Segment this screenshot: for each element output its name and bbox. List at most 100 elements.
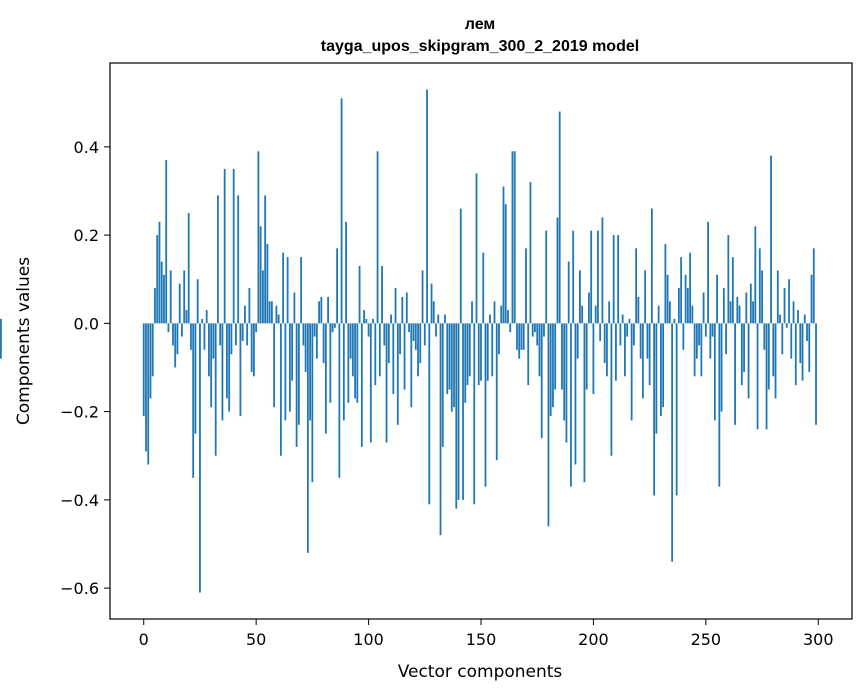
- bar-262: [731, 257, 734, 324]
- bar-74: [309, 323, 312, 421]
- bar-111: [392, 323, 395, 394]
- bar-135: [446, 323, 449, 394]
- bar-66: [291, 323, 294, 381]
- bar-13: [172, 323, 174, 346]
- bar-118: [408, 323, 410, 333]
- bar-87: [338, 323, 341, 478]
- bar-116: [403, 323, 406, 390]
- bar-165: [513, 151, 516, 324]
- bar-285: [783, 288, 786, 324]
- bar-50: [255, 323, 258, 333]
- bar-67: [293, 292, 296, 324]
- bar-51: [257, 151, 260, 324]
- bar-160: [502, 186, 505, 324]
- bar-17: [181, 323, 183, 337]
- bar-250: [704, 323, 707, 337]
- bar-225: [648, 323, 651, 386]
- bar-42: [237, 195, 240, 324]
- bar-134: [444, 314, 446, 324]
- bar-199: [590, 230, 593, 324]
- bar-184: [556, 217, 559, 324]
- bar-55: [266, 243, 269, 324]
- bar-36: [223, 168, 226, 324]
- bar-202: [597, 230, 599, 324]
- bar-94: [354, 323, 356, 399]
- bar-234: [668, 301, 671, 324]
- bar-143: [464, 323, 467, 403]
- bar-44: [241, 323, 244, 341]
- bar-278: [767, 323, 770, 390]
- bar-258: [722, 288, 725, 324]
- y-tick-label: −0.2: [60, 403, 99, 422]
- bar-151: [482, 252, 485, 324]
- bar-152: [484, 323, 487, 487]
- bar-264: [736, 296, 739, 324]
- bar-35: [221, 323, 224, 421]
- bar-290: [794, 323, 797, 386]
- bar-243: [689, 252, 692, 324]
- bar-185: [558, 111, 561, 324]
- bar-1: [145, 323, 147, 452]
- bar-214: [624, 323, 626, 377]
- bar-292: [799, 323, 802, 364]
- bar-96: [358, 265, 361, 324]
- bar-201: [594, 305, 597, 324]
- bar-40: [232, 168, 235, 324]
- bar-70: [300, 257, 303, 324]
- bar-64: [286, 257, 289, 324]
- bar-226: [650, 208, 653, 324]
- bars-group: [0, 89, 817, 593]
- bar-231: [662, 323, 665, 408]
- x-tick-label: 150: [466, 630, 497, 649]
- bar-4: [151, 323, 154, 377]
- bar-38: [228, 323, 231, 412]
- bar-18: [183, 270, 186, 324]
- bar-106: [381, 265, 383, 324]
- bar-179: [545, 230, 548, 324]
- bar-213: [621, 314, 624, 324]
- bar-209: [612, 235, 615, 324]
- bar-26: [201, 318, 204, 324]
- bar-210: [615, 323, 617, 381]
- bar-248: [700, 323, 703, 377]
- bar-91: [347, 323, 350, 403]
- bar-275: [761, 270, 763, 324]
- bar-48: [250, 323, 253, 372]
- bar-186: [561, 323, 563, 390]
- bar-30: [210, 323, 213, 408]
- bar-208: [610, 323, 613, 456]
- bar-undefined: [0, 323, 2, 359]
- bar-259: [725, 323, 727, 355]
- bar-298: [812, 248, 815, 324]
- bar-15: [176, 323, 179, 355]
- bar-86: [336, 248, 338, 324]
- bar-198: [588, 292, 590, 324]
- bar-112: [394, 288, 397, 324]
- bar-148: [475, 173, 478, 324]
- bar-99: [365, 318, 368, 324]
- bar-130: [435, 323, 437, 337]
- bar-189: [567, 261, 570, 324]
- bar-108: [385, 323, 388, 443]
- y-tick-label: 0.2: [74, 226, 99, 245]
- bar-128: [430, 283, 433, 324]
- bar-158: [498, 323, 500, 355]
- bar-68: [295, 323, 298, 447]
- bar-12: [169, 270, 172, 324]
- bar-289: [792, 301, 795, 324]
- bar-296: [808, 323, 811, 372]
- bar-155: [491, 323, 494, 377]
- bar-25: [199, 323, 201, 593]
- bar-221: [639, 323, 642, 359]
- bar-139: [455, 323, 458, 509]
- bar-167: [518, 323, 521, 359]
- bar-196: [583, 323, 586, 483]
- bar-114: [399, 323, 401, 355]
- bar-10: [165, 160, 168, 324]
- bar-125: [423, 323, 426, 346]
- bar-270: [749, 283, 752, 324]
- chart-title: лем: [465, 16, 495, 33]
- bar-142: [462, 323, 464, 500]
- bar-78: [318, 301, 321, 324]
- bar-181: [549, 323, 552, 417]
